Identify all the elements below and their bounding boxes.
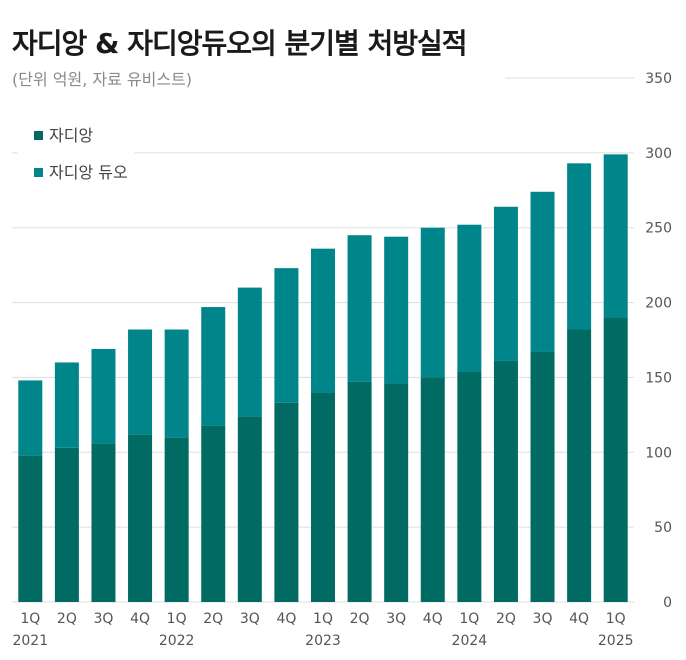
x-tick-label: 4Q [276, 611, 296, 627]
bar-jardiance [493, 360, 518, 602]
bar-jardiance-duo [54, 362, 79, 448]
bar-jardiance [457, 371, 482, 602]
x-tick-label: 4Q [569, 611, 589, 627]
x-tick-label: 1Q [167, 611, 187, 627]
bar-jardiance-duo [164, 329, 189, 438]
bar-jardiance-duo [457, 224, 482, 372]
x-tick-label: 3Q [240, 611, 260, 627]
x-year-label: 2022 [159, 633, 195, 649]
bar-jardiance-duo [493, 206, 518, 361]
y-tick-label: 150 [645, 370, 672, 386]
bar-jardiance [311, 392, 335, 602]
bar-jardiance-duo [201, 307, 226, 426]
bar-jardiance [347, 381, 372, 602]
y-tick-label: 200 [645, 296, 672, 312]
y-tick-label: 300 [645, 146, 672, 162]
legend-swatch [34, 168, 43, 177]
bar-jardiance-duo [274, 268, 299, 403]
bar-jardiance [274, 402, 299, 602]
x-tick-label: 1Q [313, 611, 333, 627]
x-tick-label: 2Q [203, 611, 223, 627]
x-tick-label: 4Q [423, 611, 443, 627]
x-tick-label: 3Q [533, 611, 553, 627]
y-tick-label: 0 [663, 595, 672, 611]
bar-jardiance-duo [18, 380, 43, 456]
bar-jardiance-duo [420, 227, 445, 378]
x-tick-label: 1Q [20, 611, 40, 627]
bar-jardiance [530, 351, 555, 602]
y-tick-label: 250 [645, 221, 672, 237]
y-tick-label: 50 [654, 520, 672, 536]
y-tick-label: 100 [645, 445, 672, 461]
bar-jardiance-duo [128, 329, 153, 435]
x-tick-label: 1Q [459, 611, 479, 627]
bar-jardiance-duo [91, 348, 116, 444]
x-tick-label: 1Q [606, 611, 626, 627]
bar-jardiance-duo [603, 154, 628, 318]
legend-label: 자디앙 [49, 126, 93, 145]
x-tick-label: 2Q [350, 611, 370, 627]
bar-jardiance [128, 434, 153, 602]
bar-jardiance [201, 425, 226, 602]
x-tick-label: 2Q [57, 611, 77, 627]
bar-jardiance [18, 455, 43, 602]
x-year-label: 2024 [452, 633, 488, 649]
bar-jardiance [237, 416, 262, 602]
x-tick-label: 4Q [130, 611, 150, 627]
bar-jardiance-duo [347, 235, 372, 382]
x-year-label: 2021 [12, 633, 48, 649]
bar-jardiance [164, 437, 189, 602]
bar-jardiance [420, 377, 445, 602]
legend-label: 자디앙 듀오 [49, 163, 128, 182]
x-tick-label: 2Q [496, 611, 516, 627]
bar-jardiance-duo [237, 287, 262, 417]
bar-jardiance-duo [567, 163, 592, 330]
bar-jardiance [567, 329, 592, 602]
x-tick-label: 3Q [386, 611, 406, 627]
chart-title: 자디앙 & 자디앙듀오의 분기별 처방실적 [12, 27, 468, 60]
bar-jardiance-duo [384, 236, 409, 384]
chart-subtitle: (단위 억원, 자료 유비스트) [12, 70, 193, 89]
bar-jardiance [603, 317, 628, 602]
y-tick-label: 350 [645, 71, 672, 87]
bar-jardiance [54, 447, 79, 602]
bar-jardiance [91, 443, 116, 602]
x-year-label: 2025 [598, 633, 634, 649]
x-tick-label: 3Q [94, 611, 114, 627]
bar-jardiance-duo [530, 191, 555, 352]
legend-swatch [34, 131, 43, 140]
bar-jardiance [384, 383, 409, 602]
x-year-label: 2023 [305, 633, 341, 649]
bar-jardiance-duo [311, 248, 335, 393]
